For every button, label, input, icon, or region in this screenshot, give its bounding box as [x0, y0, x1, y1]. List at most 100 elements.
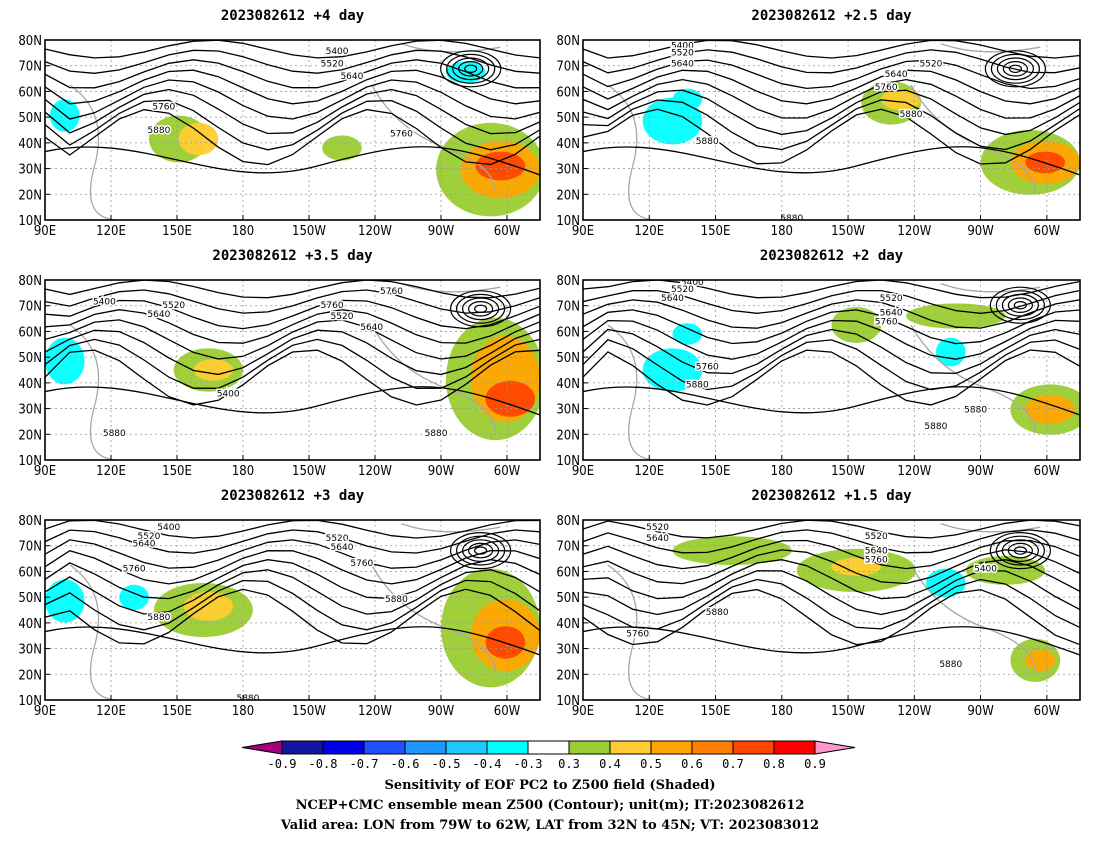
contour-label: 5520: [671, 285, 694, 295]
y-tick-label: 40N: [556, 377, 580, 392]
panel-title: 2023082612 +2 day: [760, 248, 904, 264]
panel-frame: [44, 39, 541, 221]
closed-low-contour: [440, 50, 502, 88]
x-tick-label: 120W: [897, 704, 931, 719]
x-tick-label: 90W: [967, 224, 994, 239]
z500-contour: [583, 588, 1080, 646]
contour-label: 5520: [919, 59, 942, 69]
contour-label: 5880: [425, 429, 448, 439]
contour-label: 5880: [686, 380, 709, 390]
contour-label: 5400: [217, 389, 240, 399]
y-tick-label: 70N: [556, 300, 580, 315]
panel-title: 2023082612 +3 day: [221, 488, 365, 504]
closed-low-contour: [995, 290, 1045, 321]
contour-label: 5640: [671, 59, 694, 69]
y-tick-label: 70N: [18, 60, 42, 75]
z500-contour: [45, 146, 540, 176]
colorbar-label: 0.4: [599, 757, 621, 771]
x-tick-label: 150E: [162, 224, 192, 239]
colorbar: -0.9 -0.8 -0.7 -0.6 -0.5 -0.4 -0.3 0.3 0.4 0.5 0.6…: [241, 740, 856, 771]
y-tick-label: 80N: [18, 34, 42, 49]
panel-frame: [44, 279, 541, 461]
closed-low-contour: [456, 293, 506, 324]
y-tick-label: 80N: [556, 514, 580, 529]
y-tick-label: 30N: [556, 403, 580, 418]
contour-label: 5400: [974, 565, 997, 575]
colorbar-swatch: [650, 740, 693, 755]
y-tick-label: 50N: [18, 351, 42, 366]
z500-contour: [583, 529, 1080, 554]
sensitivity-shading: [119, 584, 149, 611]
y-tick-label: 60N: [556, 565, 580, 580]
panel-title: 2023082612 +3.5 day: [212, 248, 373, 264]
y-tick-label: 50N: [18, 591, 42, 606]
contour-label: 5400: [326, 47, 349, 57]
closed-low-contour: [995, 535, 1045, 566]
z500-contour: [583, 108, 1080, 165]
contour-label: 5880: [780, 214, 803, 224]
colorbar-label: 0.9: [804, 757, 826, 771]
x-tick-label: 120W: [897, 464, 931, 479]
contour-label: 5880: [236, 694, 259, 704]
closed-low-contour: [1013, 546, 1027, 555]
y-tick-label: 10N: [18, 214, 42, 229]
closed-low-contour: [996, 57, 1034, 81]
caption-line-3: Valid area: LON from 79W to 62W, LAT fro…: [280, 818, 820, 833]
closed-low-contour: [462, 539, 500, 562]
z500-contour: [45, 559, 540, 600]
contour-label: 5520: [321, 59, 344, 69]
closed-low-contour: [452, 57, 490, 81]
x-tick-label: 120E: [96, 464, 126, 479]
closed-low-contour: [989, 286, 1051, 324]
x-tick-label: 150W: [292, 224, 326, 239]
x-tick-label: 90W: [428, 464, 455, 479]
panel-frame: [582, 279, 1081, 461]
z500-contour: [583, 69, 1080, 105]
y-tick-label: 80N: [18, 514, 42, 529]
z500-contour: [45, 579, 540, 631]
colorbar-label: -0.7: [350, 757, 379, 771]
closed-low-contour: [456, 535, 506, 566]
x-tick-label: 90E: [34, 704, 56, 719]
contour-label: 5760: [696, 362, 719, 372]
contour-label: 5400: [671, 41, 694, 51]
contour-label: 5880: [147, 613, 170, 623]
contour-label: 5520: [865, 532, 888, 542]
y-tick-label: 80N: [556, 274, 580, 289]
x-tick-label: 60W: [1034, 464, 1061, 479]
x-tick-label: 90W: [428, 224, 455, 239]
z500-contour: [45, 79, 540, 120]
sensitivity-shading: [178, 122, 219, 156]
colorbar-label: -0.9: [268, 757, 297, 771]
x-tick-label: 150E: [701, 464, 731, 479]
x-tick-label: 120E: [96, 224, 126, 239]
colorbar-swatch: [445, 740, 488, 755]
sensitivity-shading: [672, 323, 703, 345]
z500-contour: [583, 289, 1080, 314]
x-tick-label: 60W: [494, 704, 521, 719]
colorbar-label: -0.3: [514, 757, 543, 771]
z500-contour: [583, 89, 1080, 136]
colorbar-swatch: [732, 740, 775, 755]
z500-contour: [583, 520, 1080, 539]
z500-contour: [583, 578, 1080, 630]
coastline: [69, 42, 501, 220]
contour-label: 5760: [875, 83, 898, 93]
colorbar-swatch: [609, 740, 652, 755]
closed-low-contour: [446, 53, 496, 84]
x-tick-label: 150E: [162, 464, 192, 479]
y-tick-label: 20N: [18, 188, 42, 203]
closed-low-contour: [1007, 542, 1033, 559]
x-tick-label: 120W: [358, 464, 392, 479]
caption-line-2: NCEP+CMC ensemble mean Z500 (Contour); u…: [295, 798, 805, 813]
colorbar-label: -0.4: [473, 757, 502, 771]
closed-low-contour: [468, 300, 494, 317]
y-tick-label: 70N: [556, 540, 580, 555]
x-tick-label: 150W: [831, 464, 865, 479]
closed-low-contour: [458, 61, 484, 77]
y-tick-label: 40N: [18, 617, 42, 632]
closed-low-contour: [462, 297, 500, 321]
z500-contour: [583, 549, 1080, 585]
